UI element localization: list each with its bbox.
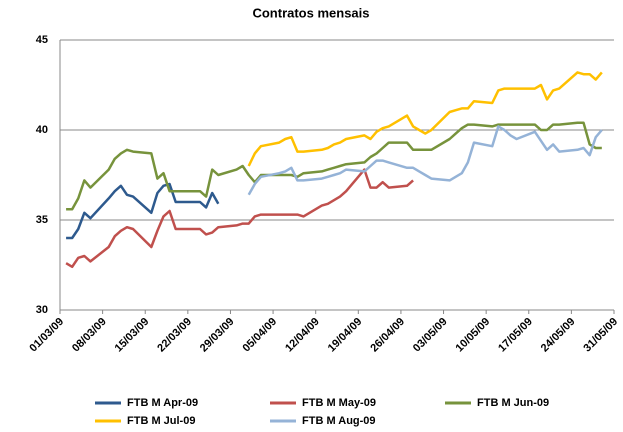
y-tick-label: 35 (36, 214, 48, 226)
x-tick-label: 31/05/09 (581, 316, 620, 355)
x-tick-label: 24/05/09 (539, 316, 578, 355)
legend-label: FTB M Apr-09 (127, 397, 198, 409)
x-tick-label: 19/04/09 (326, 316, 365, 355)
x-tick-label: 10/05/09 (454, 316, 493, 355)
x-tick-label: 08/03/09 (70, 316, 109, 355)
legend-label: FTB M Jul-09 (127, 415, 195, 427)
x-tick-label: 01/03/09 (27, 316, 66, 355)
series-line (247, 71, 603, 167)
x-tick-label: 29/03/09 (198, 316, 237, 355)
series-line (66, 182, 220, 240)
y-tick-label: 30 (36, 304, 48, 316)
x-tick-label: 26/04/09 (368, 316, 407, 355)
y-tick-label: 40 (36, 124, 48, 136)
series-line (247, 125, 603, 196)
legend-label: FTB M May-09 (302, 397, 376, 409)
chart-title: Contratos mensais (252, 5, 369, 20)
legend-label: FTB M Aug-09 (302, 415, 376, 427)
x-tick-label: 22/03/09 (155, 316, 194, 355)
x-tick-label: 05/04/09 (240, 316, 279, 355)
series-line (66, 121, 602, 211)
x-tick-label: 17/05/09 (496, 316, 535, 355)
x-tick-label: 03/05/09 (411, 316, 450, 355)
y-tick-label: 45 (36, 34, 48, 46)
x-tick-label: 12/04/09 (283, 316, 322, 355)
legend-label: FTB M Jun-09 (477, 397, 549, 409)
x-tick-label: 15/03/09 (113, 316, 152, 355)
series-line (65, 168, 414, 269)
